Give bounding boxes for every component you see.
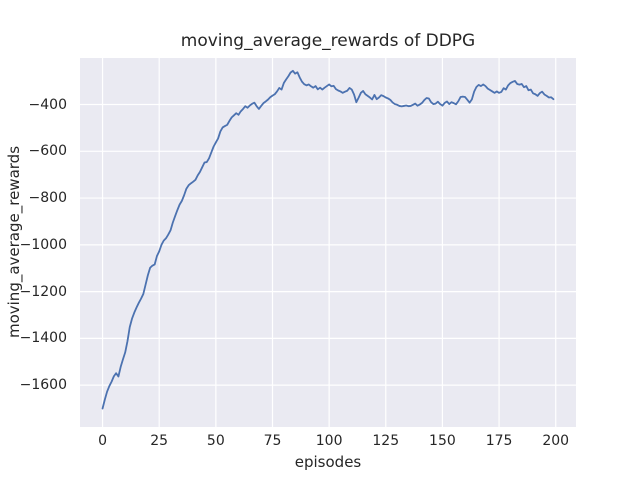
plot-canvas xyxy=(80,58,576,427)
y-tick-label: −800 xyxy=(28,190,67,207)
chart-title: moving_average_rewards of DDPG xyxy=(180,31,476,51)
x-axis-label: episodes xyxy=(294,453,362,471)
y-tick-label: −400 xyxy=(28,96,67,113)
plot-area xyxy=(80,58,576,427)
y-tick-label: −1200 xyxy=(19,283,67,300)
x-tick-label: 125 xyxy=(372,433,400,449)
y-axis-label: moving_average_rewards xyxy=(5,145,23,339)
x-tick-label: 25 xyxy=(150,433,169,449)
x-tick-label: 100 xyxy=(315,433,343,449)
axes-background xyxy=(80,58,576,427)
y-tick-label: −1000 xyxy=(19,236,67,253)
y-tick-label: −1600 xyxy=(19,377,67,394)
x-tick-label: 200 xyxy=(542,433,570,449)
x-tick-label: 150 xyxy=(429,433,456,449)
x-tick-label: 50 xyxy=(206,433,225,449)
y-tick-label: −600 xyxy=(28,143,67,160)
series-line-moving_average_rewards xyxy=(101,69,555,410)
x-tick-label: 0 xyxy=(98,433,107,449)
y-tick-label: −1400 xyxy=(19,330,67,347)
x-tick-label: 75 xyxy=(263,433,282,449)
x-tick-label: 175 xyxy=(485,433,513,449)
